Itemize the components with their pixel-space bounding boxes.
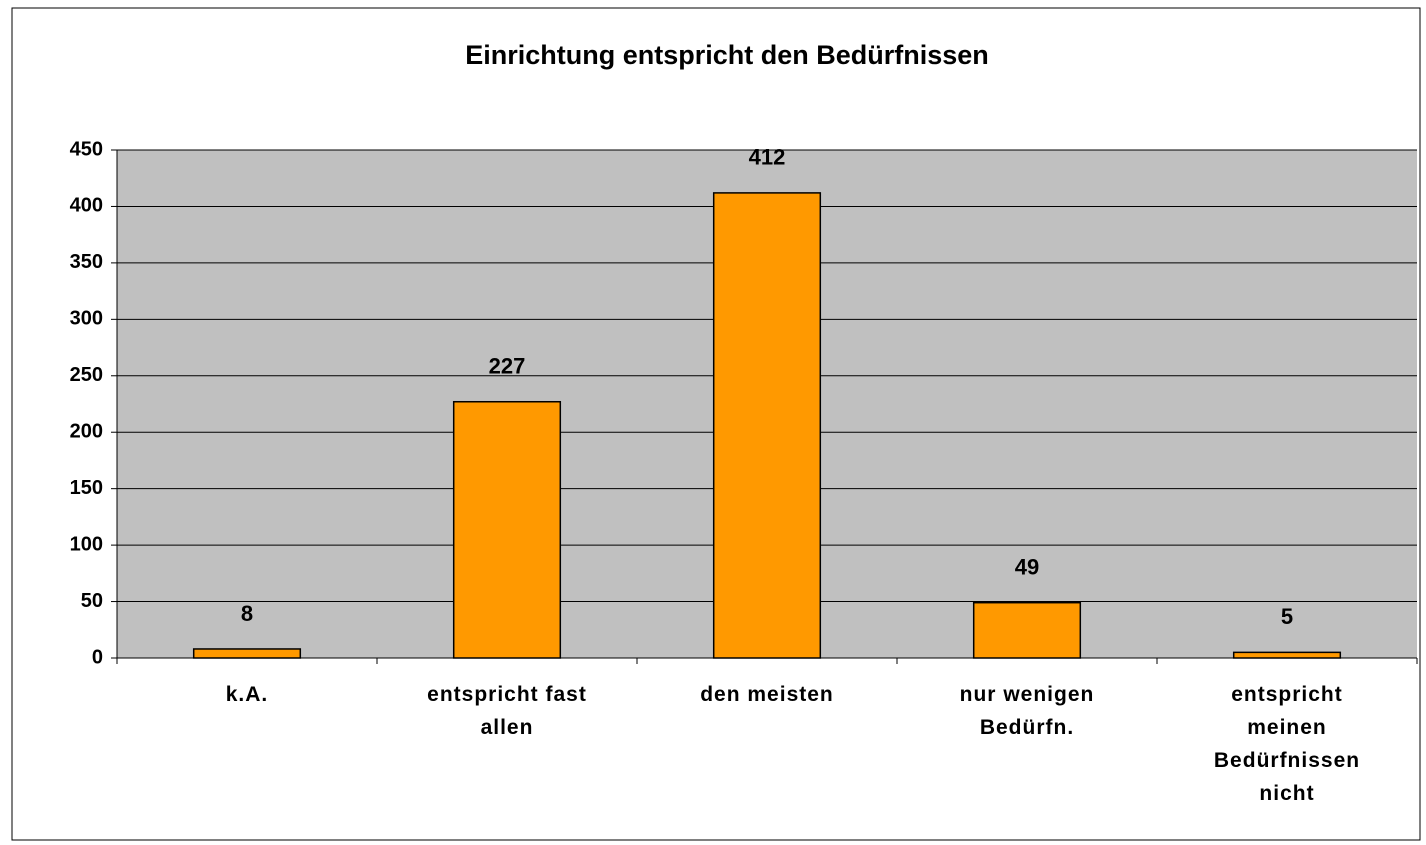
x-tick-label: nur wenigen Bedürfn. (959, 683, 1095, 739)
value-label: 5 (1281, 604, 1293, 629)
bar (712, 192, 822, 659)
bar (972, 601, 1082, 659)
chart-title: Einrichtung entspricht den Bedürfnissen (465, 40, 989, 70)
value-label: 227 (489, 354, 526, 379)
y-tick-label: 300 (70, 308, 103, 330)
y-tick-label: 450 (70, 138, 103, 160)
y-tick-label: 150 (70, 477, 103, 499)
x-tick-label: entspricht meinen Bedürfnissen nicht (1213, 683, 1361, 805)
x-tick-label: den meisten (700, 683, 834, 706)
y-tick-label: 0 (92, 646, 103, 668)
y-tick-label: 350 (70, 251, 103, 273)
y-tick-label: 100 (70, 533, 103, 555)
value-label: 412 (749, 145, 786, 170)
y-tick-label: 400 (70, 195, 103, 217)
bar (192, 648, 302, 659)
y-tick-label: 50 (81, 590, 103, 612)
y-tick-label: 250 (70, 364, 103, 386)
bar (452, 400, 562, 659)
y-tick-label: 200 (70, 421, 103, 443)
x-tick-label: entspricht fast allen (427, 683, 587, 739)
value-label: 8 (241, 601, 253, 626)
bar (1232, 651, 1342, 659)
value-label: 49 (1015, 554, 1039, 579)
x-tick-label: k.A. (225, 683, 269, 706)
